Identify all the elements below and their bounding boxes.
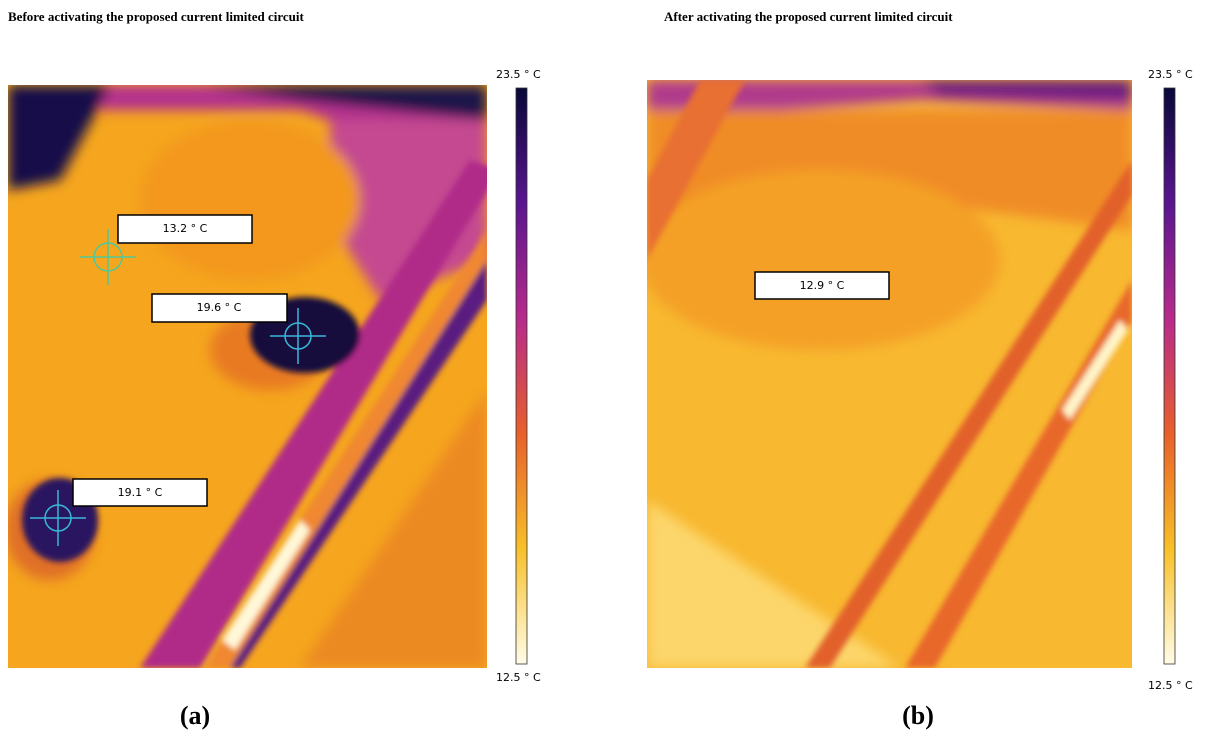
spot-label: 12.9 ° C: [800, 279, 845, 292]
caption: (a): [180, 701, 210, 730]
scale-min: 12.5 ° C: [496, 671, 541, 684]
panel-title: After activating the proposed current li…: [664, 9, 953, 24]
thermal-image: [640, 80, 1132, 668]
caption: (b): [902, 701, 934, 730]
scale-max: 23.5 ° C: [496, 68, 541, 81]
thermal-image: [5, 85, 500, 668]
scale-min: 12.5 ° C: [1148, 679, 1193, 692]
spot-label: 19.6 ° C: [197, 301, 242, 314]
color-bar: [1164, 88, 1175, 664]
panel-title: Before activating the proposed current l…: [8, 9, 304, 24]
figure: Before activating the proposed current l…: [0, 0, 1205, 756]
spot-label: 13.2 ° C: [163, 222, 208, 235]
color-bar: [516, 88, 527, 664]
spot-label: 19.1 ° C: [118, 486, 163, 499]
scale-max: 23.5 ° C: [1148, 68, 1193, 81]
